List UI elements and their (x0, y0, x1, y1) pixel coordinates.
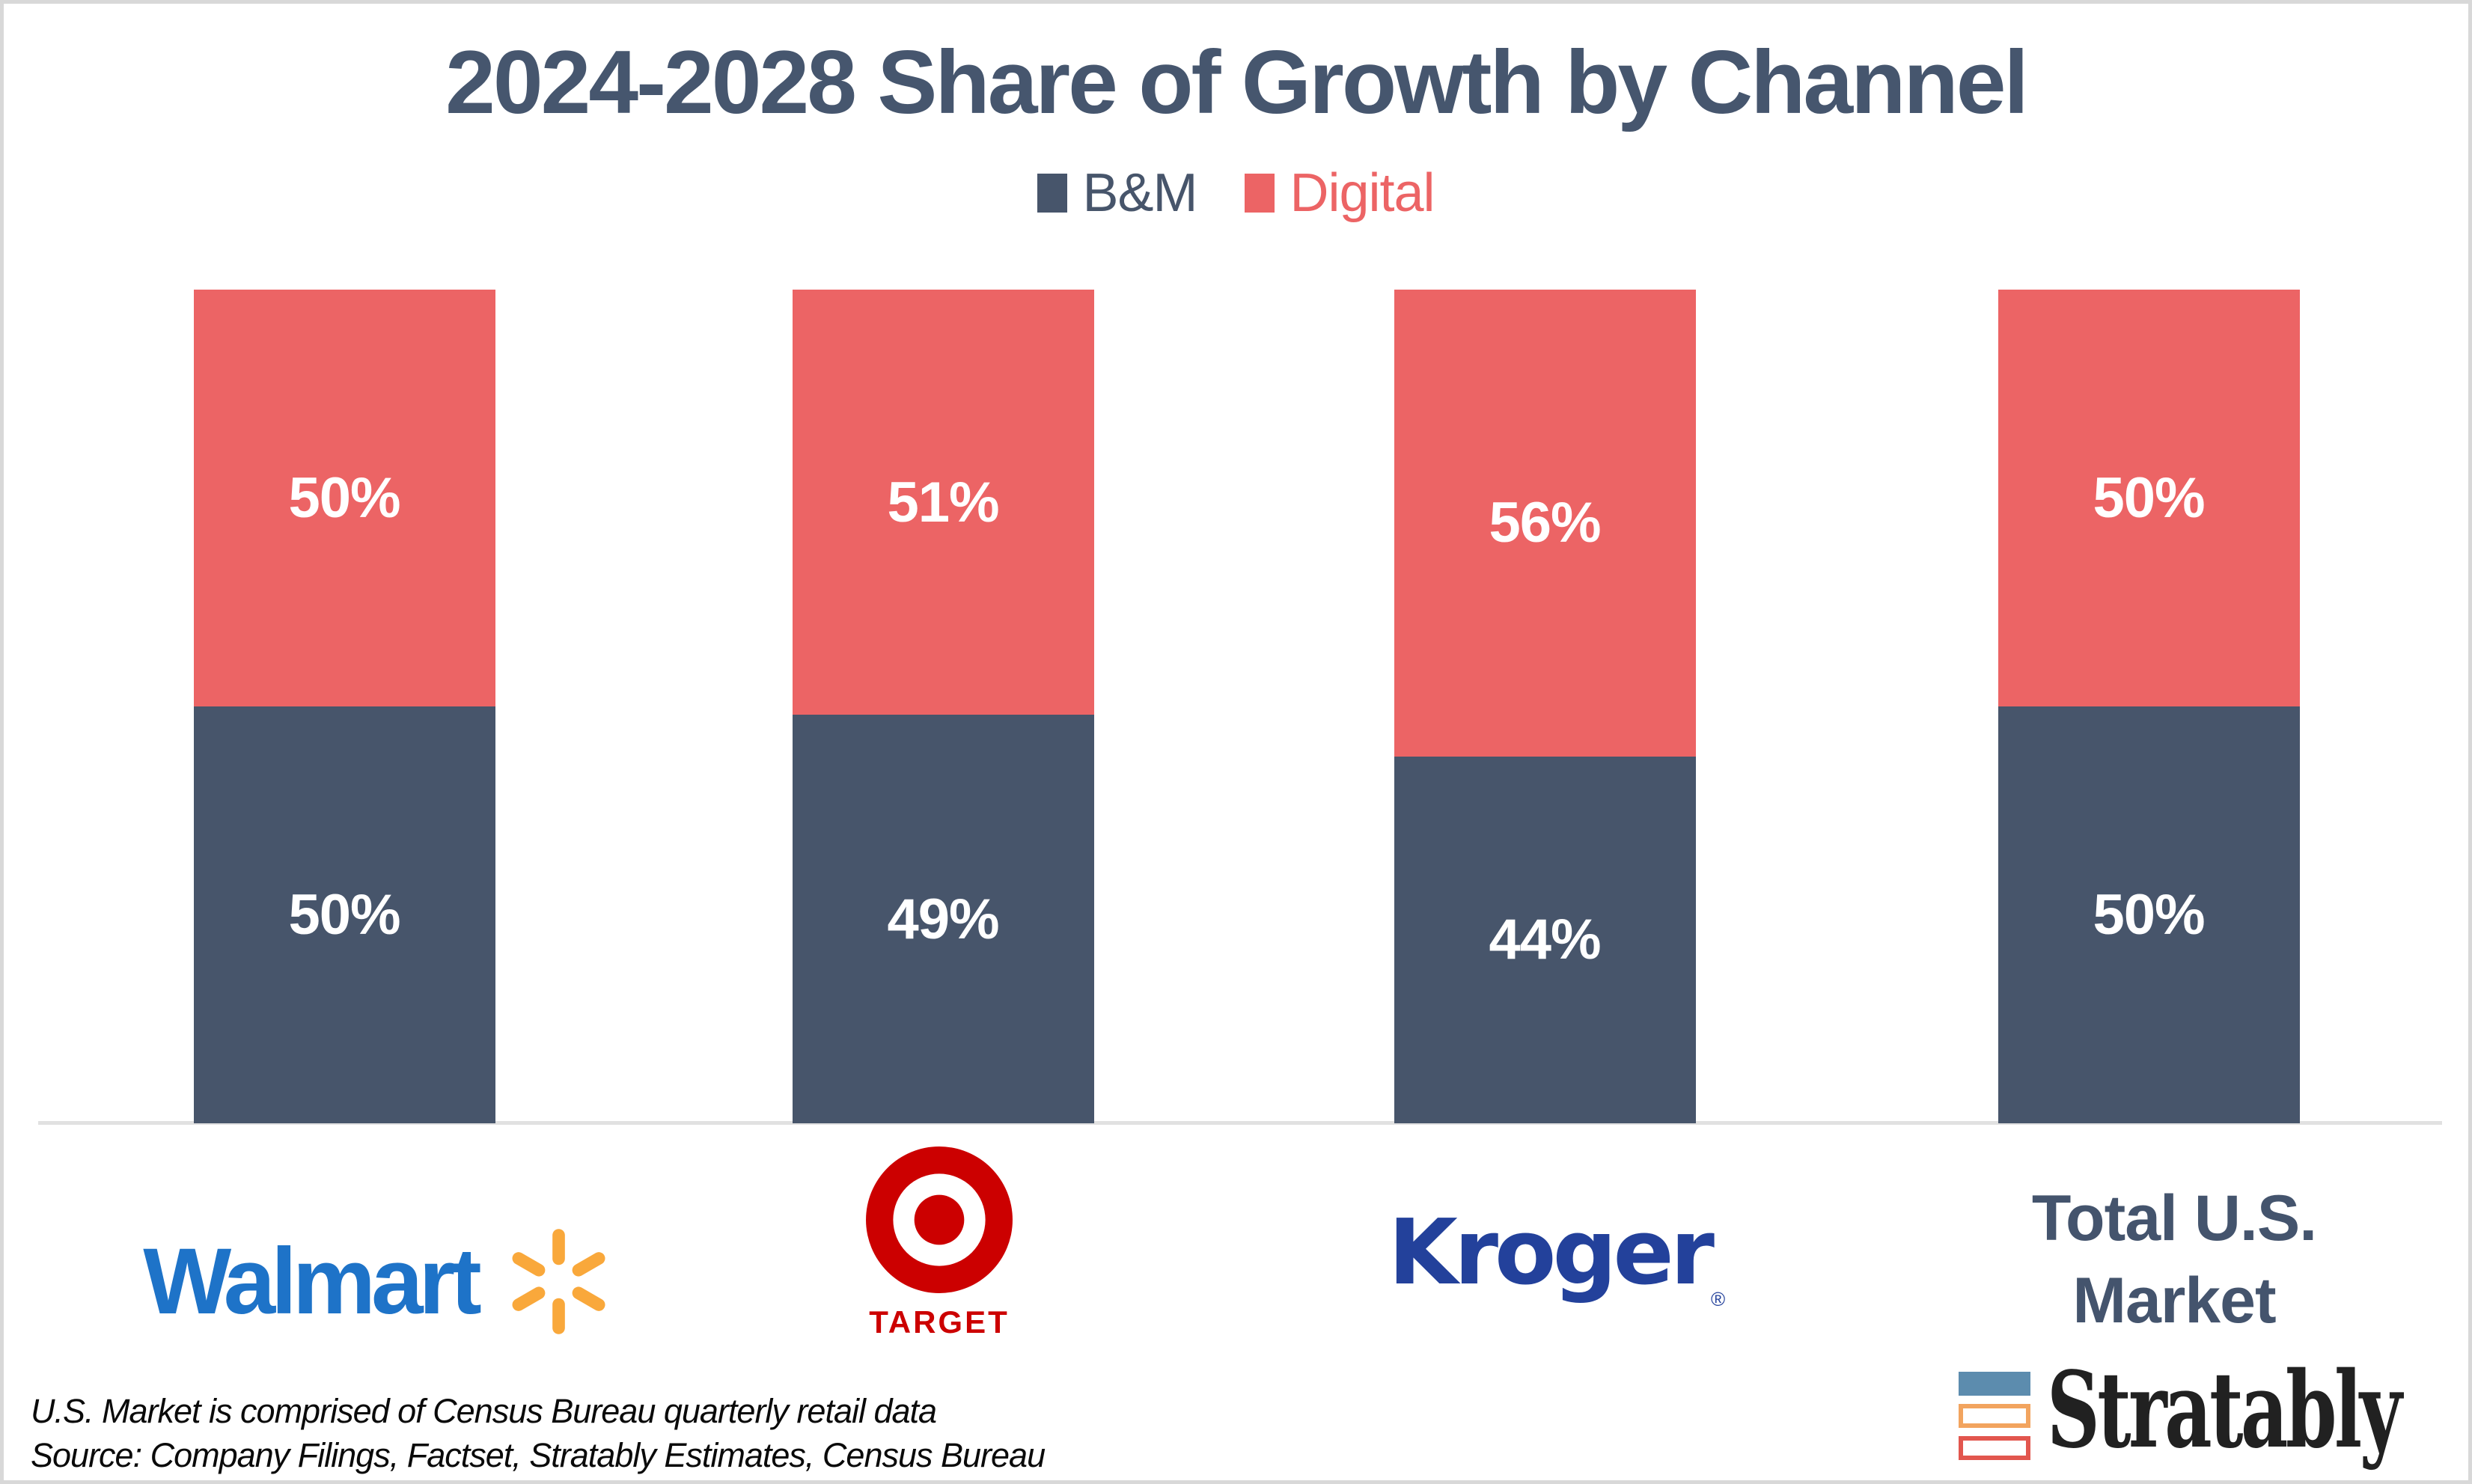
stratably-icon-bar-orange (1959, 1404, 2030, 1428)
bar-value-label: 50% (288, 466, 400, 530)
x-axis-baseline (38, 1121, 2442, 1125)
footnote-us-market: U.S. Market is comprised of Census Burea… (31, 1392, 937, 1430)
bar-value-label: 49% (887, 887, 999, 951)
category-logo-kroger: Kroger® (1332, 1201, 1781, 1311)
chart-legend: B&M Digital (4, 162, 2468, 224)
bar-column-walmart: 50% 50% (193, 290, 495, 1123)
bar-value-label: 51% (887, 470, 999, 534)
page-title: 2024-2028 Share of Growth by Channel (445, 32, 2029, 132)
bar-column-target: 51% 49% (792, 290, 1094, 1123)
bar-segment-digital-walmart: 50% (193, 290, 495, 706)
total-market-line1: Total U.S. (2031, 1182, 2317, 1254)
walmart-wordmark: Walmart (143, 1229, 482, 1334)
footnote-source: Source: Company Filings, Factset, Strata… (31, 1435, 1046, 1474)
bar-value-label: 50% (2093, 883, 2205, 947)
stratably-logo: Stratably (1959, 1349, 2468, 1472)
bar-value-label: 44% (1489, 908, 1601, 972)
target-bullseye-icon (866, 1146, 1013, 1293)
total-market-line2: Market (2072, 1265, 2276, 1337)
footnotes: U.S. Market is comprised of Census Burea… (31, 1390, 1046, 1477)
bar-segment-digital-total-u-s-market: 50% (1998, 290, 2300, 706)
legend-item-b-m: B&M (1037, 162, 1197, 224)
bar-segment-b-m-total-u-s-market: 50% (1998, 706, 2300, 1123)
bar-segment-b-m-target: 49% (792, 715, 1094, 1123)
bar-column-kroger: 56% 44% (1394, 290, 1696, 1123)
legend-label: B&M (1082, 163, 1197, 223)
category-logo-target: TARGET (827, 1144, 1052, 1340)
legend-item-digital: Digital (1245, 162, 1435, 224)
stratably-icon-bar-red (1959, 1436, 2030, 1460)
bar-segment-b-m-kroger: 44% (1394, 756, 1696, 1123)
legend-swatch-icon (1245, 174, 1275, 213)
bar-segment-digital-kroger: 56% (1394, 290, 1696, 757)
bar-value-label: 50% (2093, 466, 2205, 530)
stratably-wordmark: Stratably (2047, 1349, 2402, 1472)
legend-label: Digital (1290, 163, 1435, 223)
stratably-logo-icon (1959, 1372, 2030, 1460)
walmart-spark-icon (512, 1228, 605, 1334)
bar-segment-b-m-walmart: 50% (193, 706, 495, 1123)
stratably-icon-bar-blue (1959, 1372, 2030, 1396)
bar-segment-digital-target: 51% (792, 290, 1094, 715)
kroger-registered-mark: ® (1710, 1288, 1726, 1310)
category-logo-walmart: Walmart (116, 1210, 655, 1352)
category-label-total-us-market: Total U.S. Market (1942, 1177, 2406, 1342)
bar-column-total-u-s-market: 50% 50% (1998, 290, 2300, 1123)
bar-value-label: 56% (1489, 491, 1601, 555)
legend-swatch-icon (1037, 174, 1068, 213)
kroger-wordmark: Kroger (1388, 1201, 1715, 1305)
target-wordmark: TARGET (869, 1304, 1010, 1340)
bar-value-label: 50% (288, 883, 400, 947)
